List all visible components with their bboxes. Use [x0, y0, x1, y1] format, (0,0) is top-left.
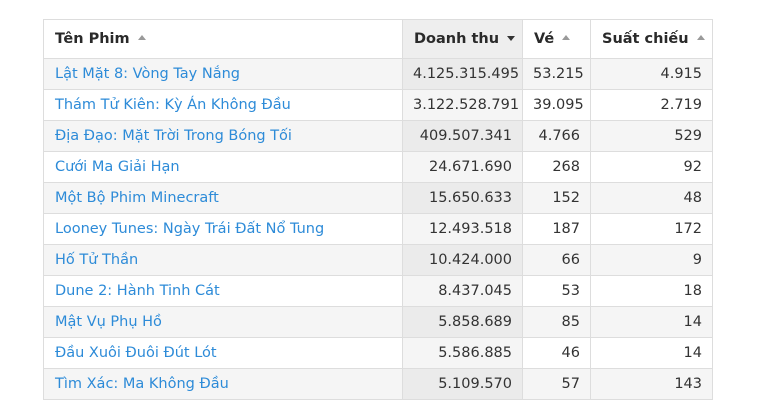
tickets-cell: 4.766 [522, 120, 591, 152]
tickets-cell: 268 [522, 151, 591, 183]
film-title-link[interactable]: Một Bộ Phim Minecraft [55, 190, 219, 206]
table-row: Địa Đạo: Mặt Trời Trong Bóng Tối 409.507… [43, 120, 713, 152]
film-title-link[interactable]: Looney Tunes: Ngày Trái Đất Nổ Tung [55, 221, 325, 237]
tickets-cell: 46 [522, 337, 591, 369]
film-title-cell: Thám Tử Kiên: Kỳ Án Không Đầu [43, 89, 403, 121]
revenue-cell: 24.671.690 [402, 151, 523, 183]
column-header-revenue[interactable]: Doanh thu [402, 19, 523, 59]
column-header-revenue-label: Doanh thu [414, 31, 500, 47]
column-header-screenings-label: Suất chiếu [602, 31, 689, 47]
tickets-cell: 152 [522, 182, 591, 214]
revenue-cell: 8.437.045 [402, 275, 523, 307]
revenue-cell: 10.424.000 [402, 244, 523, 276]
film-title-cell: Hố Tử Thần [43, 244, 403, 276]
screenings-cell: 4.915 [590, 58, 713, 90]
table-row: Cưới Ma Giải Hạn 24.671.690 268 92 [43, 151, 713, 183]
table-row: Lật Mặt 8: Vòng Tay Nắng 4.125.315.495 5… [43, 58, 713, 90]
film-title-link[interactable]: Lật Mặt 8: Vòng Tay Nắng [55, 66, 240, 82]
table-row: Đầu Xuôi Đuôi Đút Lót 5.586.885 46 14 [43, 337, 713, 369]
screenings-cell: 143 [590, 368, 713, 400]
sort-asc-icon [696, 34, 705, 40]
film-title-cell: Một Bộ Phim Minecraft [43, 182, 403, 214]
film-title-cell: Đầu Xuôi Đuôi Đút Lót [43, 337, 403, 369]
film-title-link[interactable]: Đầu Xuôi Đuôi Đút Lót [55, 345, 217, 361]
column-header-title[interactable]: Tên Phim [43, 19, 403, 59]
screenings-cell: 18 [590, 275, 713, 307]
tickets-cell: 66 [522, 244, 591, 276]
screenings-cell: 172 [590, 213, 713, 245]
column-header-tickets-label: Vé [534, 31, 555, 47]
film-title-cell: Cưới Ma Giải Hạn [43, 151, 403, 183]
tickets-cell: 53.215 [522, 58, 591, 90]
sort-desc-icon [507, 35, 516, 41]
film-title-cell: Lật Mặt 8: Vòng Tay Nắng [43, 58, 403, 90]
tickets-cell: 39.095 [522, 89, 591, 121]
table-row: Looney Tunes: Ngày Trái Đất Nổ Tung 12.4… [43, 213, 713, 245]
screenings-cell: 92 [590, 151, 713, 183]
column-header-title-label: Tên Phim [55, 31, 130, 47]
screenings-cell: 529 [590, 120, 713, 152]
film-title-link[interactable]: Tìm Xác: Ma Không Đầu [55, 376, 229, 392]
film-title-cell: Dune 2: Hành Tinh Cát [43, 275, 403, 307]
table-row: Dune 2: Hành Tinh Cát 8.437.045 53 18 [43, 275, 713, 307]
film-title-link[interactable]: Cưới Ma Giải Hạn [55, 159, 180, 175]
film-title-cell: Địa Đạo: Mặt Trời Trong Bóng Tối [43, 120, 403, 152]
revenue-cell: 12.493.518 [402, 213, 523, 245]
revenue-cell: 5.858.689 [402, 306, 523, 338]
film-title-link[interactable]: Thám Tử Kiên: Kỳ Án Không Đầu [55, 97, 291, 113]
tickets-cell: 85 [522, 306, 591, 338]
column-header-screenings[interactable]: Suất chiếu [590, 19, 713, 59]
revenue-cell: 15.650.633 [402, 182, 523, 214]
column-header-tickets[interactable]: Vé [522, 19, 591, 59]
revenue-cell: 4.125.315.495 [402, 58, 523, 90]
table-row: Tìm Xác: Ma Không Đầu 5.109.570 57 143 [43, 368, 713, 400]
film-title-cell: Looney Tunes: Ngày Trái Đất Nổ Tung [43, 213, 403, 245]
tickets-cell: 53 [522, 275, 591, 307]
box-office-table-container: Tên Phim Doanh thu Vé Suất chiếu Lật Mặt… [43, 19, 713, 400]
revenue-cell: 409.507.341 [402, 120, 523, 152]
table-row: Thám Tử Kiên: Kỳ Án Không Đầu 3.122.528.… [43, 89, 713, 121]
table-row: Một Bộ Phim Minecraft 15.650.633 152 48 [43, 182, 713, 214]
screenings-cell: 9 [590, 244, 713, 276]
table-row: Mật Vụ Phụ Hồ 5.858.689 85 14 [43, 306, 713, 338]
sort-asc-icon [562, 34, 571, 40]
table-header-row: Tên Phim Doanh thu Vé Suất chiếu [43, 19, 713, 59]
screenings-cell: 14 [590, 337, 713, 369]
screenings-cell: 14 [590, 306, 713, 338]
revenue-cell: 3.122.528.791 [402, 89, 523, 121]
table-row: Hố Tử Thần 10.424.000 66 9 [43, 244, 713, 276]
screenings-cell: 48 [590, 182, 713, 214]
film-title-link[interactable]: Dune 2: Hành Tinh Cát [55, 283, 220, 299]
tickets-cell: 187 [522, 213, 591, 245]
film-title-link[interactable]: Địa Đạo: Mặt Trời Trong Bóng Tối [55, 128, 292, 144]
box-office-table: Tên Phim Doanh thu Vé Suất chiếu Lật Mặt… [43, 19, 713, 400]
tickets-cell: 57 [522, 368, 591, 400]
film-title-cell: Mật Vụ Phụ Hồ [43, 306, 403, 338]
film-title-link[interactable]: Hố Tử Thần [55, 252, 139, 268]
revenue-cell: 5.109.570 [402, 368, 523, 400]
revenue-cell: 5.586.885 [402, 337, 523, 369]
film-title-cell: Tìm Xác: Ma Không Đầu [43, 368, 403, 400]
film-title-link[interactable]: Mật Vụ Phụ Hồ [55, 314, 162, 330]
table-body: Lật Mặt 8: Vòng Tay Nắng 4.125.315.495 5… [43, 58, 713, 400]
sort-asc-icon [137, 34, 146, 40]
screenings-cell: 2.719 [590, 89, 713, 121]
